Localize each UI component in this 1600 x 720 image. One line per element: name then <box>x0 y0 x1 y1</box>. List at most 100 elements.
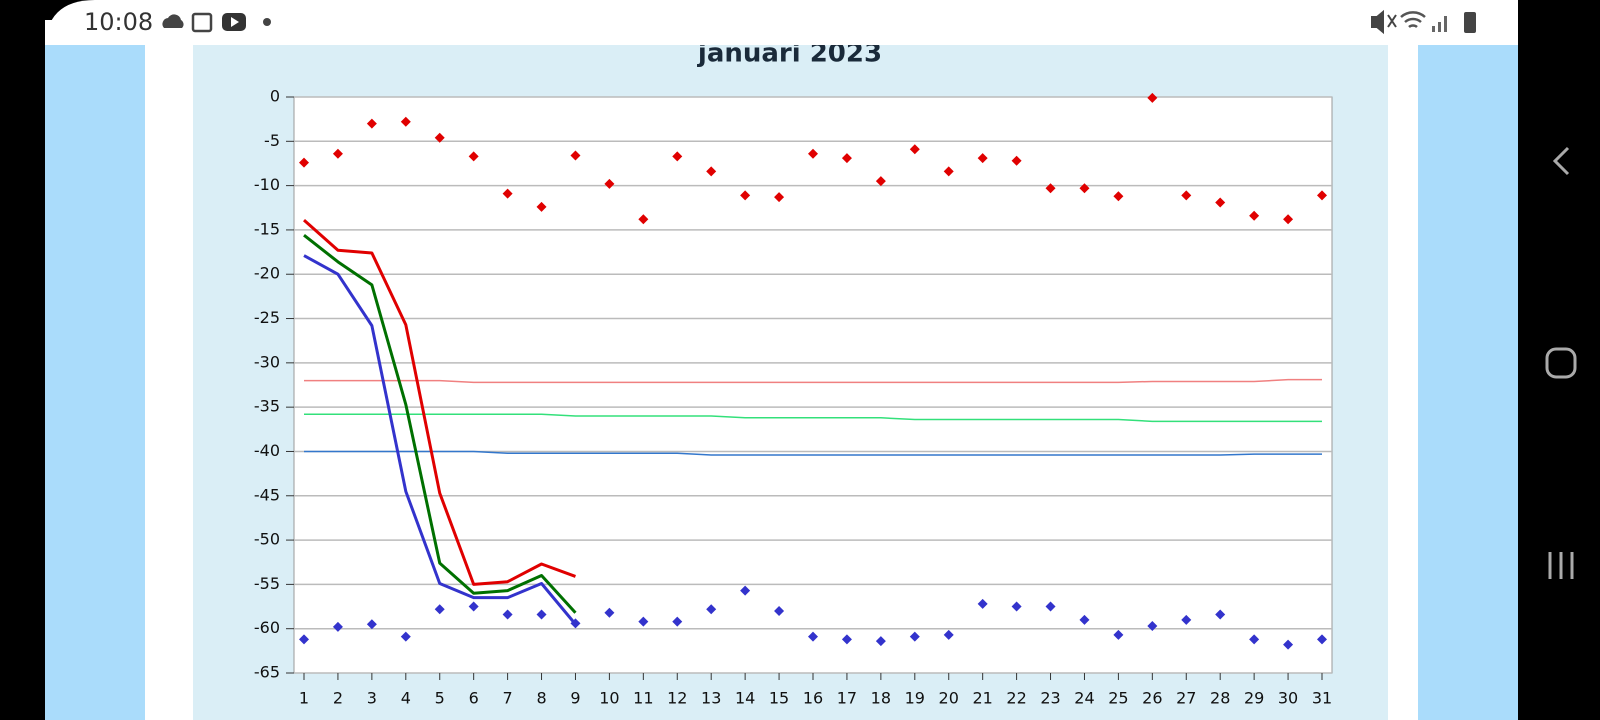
data-point <box>1079 183 1090 194</box>
data-point <box>875 636 886 647</box>
data-point <box>808 631 818 642</box>
x-tick-label: 21 <box>972 689 992 708</box>
y-tick-label: -20 <box>254 264 280 283</box>
data-point <box>909 631 920 642</box>
mute-icon <box>1371 9 1397 35</box>
data-point <box>875 176 886 187</box>
data-point <box>706 166 717 177</box>
y-tick-label: -55 <box>254 574 280 593</box>
data-line <box>303 219 576 586</box>
chart: januari 2023 0-5-10-15-20-25-30-35-40-45… <box>254 39 1333 708</box>
signal-icon <box>1432 16 1447 32</box>
data-point <box>536 201 547 212</box>
data-point <box>1079 614 1090 625</box>
data-point <box>672 616 683 627</box>
y-tick-label: -10 <box>254 175 280 194</box>
data-point <box>1147 92 1158 103</box>
x-tick-label: 26 <box>1142 689 1162 708</box>
data-point <box>604 607 615 618</box>
data-point <box>1113 629 1124 640</box>
back-button[interactable] <box>1552 146 1570 176</box>
x-tick-label: 25 <box>1108 689 1128 708</box>
x-tick-label: 3 <box>367 689 377 708</box>
data-point <box>400 631 411 642</box>
data-point <box>332 621 343 632</box>
data-point <box>502 609 513 620</box>
data-point <box>299 634 309 645</box>
data-point <box>1181 614 1192 625</box>
data-point <box>740 190 751 201</box>
x-tick-label: 27 <box>1176 689 1196 708</box>
data-point <box>1317 190 1327 201</box>
x-tick-label: 23 <box>1040 689 1060 708</box>
data-point <box>909 144 920 155</box>
clock: 10:08 <box>84 8 153 36</box>
data-point <box>502 188 513 199</box>
data-point <box>332 148 343 159</box>
data-point <box>1249 210 1260 221</box>
x-tick-label: 14 <box>735 689 755 708</box>
data-point <box>570 150 581 161</box>
cloud-icon <box>162 14 184 28</box>
data-point <box>706 604 717 615</box>
data-point <box>299 157 309 168</box>
x-tick-label: 7 <box>503 689 513 708</box>
y-tick-label: -65 <box>254 663 280 682</box>
data-point <box>536 609 547 620</box>
y-tick-label: -25 <box>254 308 280 327</box>
data-point <box>434 604 445 615</box>
x-tick-label: 30 <box>1278 689 1298 708</box>
status-bar: 10:08 <box>45 0 1518 45</box>
data-point <box>468 601 479 612</box>
status-bar-bg <box>95 0 1518 45</box>
data-point <box>1147 621 1158 632</box>
data-point <box>1181 190 1192 201</box>
data-point <box>434 132 445 143</box>
battery-icon <box>1464 12 1476 33</box>
x-tick-label: 20 <box>939 689 959 708</box>
data-line <box>304 450 1322 456</box>
home-button[interactable] <box>1545 347 1577 379</box>
calendar-icon <box>191 12 213 33</box>
data-line <box>304 378 1322 384</box>
x-tick-label: 18 <box>871 689 891 708</box>
x-tick-label: 1 <box>299 689 309 708</box>
x-tick-label: 9 <box>570 689 580 708</box>
data-point <box>366 619 377 630</box>
x-tick-label: 12 <box>667 689 687 708</box>
y-tick-label: 0 <box>270 87 280 106</box>
data-point <box>672 151 683 162</box>
y-tick-label: -15 <box>254 219 280 238</box>
dot-icon <box>263 18 271 26</box>
data-point <box>1045 601 1056 612</box>
data-point <box>1249 634 1260 645</box>
x-tick-label: 2 <box>333 689 343 708</box>
data-point <box>604 178 615 189</box>
x-tick-label: 13 <box>701 689 721 708</box>
data-point <box>638 214 649 225</box>
data-point <box>977 153 988 164</box>
recents-button[interactable] <box>1548 552 1574 579</box>
x-tick-label: 11 <box>633 689 653 708</box>
y-tick-label: -60 <box>254 618 280 637</box>
side-panel <box>1418 45 1518 720</box>
x-tick-label: 19 <box>905 689 925 708</box>
x-tick-label: 22 <box>1006 689 1026 708</box>
y-tick-label: -35 <box>254 397 280 416</box>
data-point <box>977 598 988 609</box>
data-point <box>740 585 751 596</box>
youtube-play <box>231 17 239 27</box>
x-tick-label: 31 <box>1312 689 1332 708</box>
status-bar-bg <box>45 20 105 45</box>
data-point <box>1317 634 1327 645</box>
data-point <box>1283 214 1294 225</box>
wifi-icon <box>1400 11 1426 29</box>
data-point <box>808 148 818 159</box>
y-tick-label: -50 <box>254 530 280 549</box>
data-point <box>468 151 479 162</box>
data-line <box>304 413 1322 423</box>
data-line <box>303 234 577 614</box>
x-tick-label: 16 <box>803 689 823 708</box>
x-tick-label: 28 <box>1210 689 1230 708</box>
